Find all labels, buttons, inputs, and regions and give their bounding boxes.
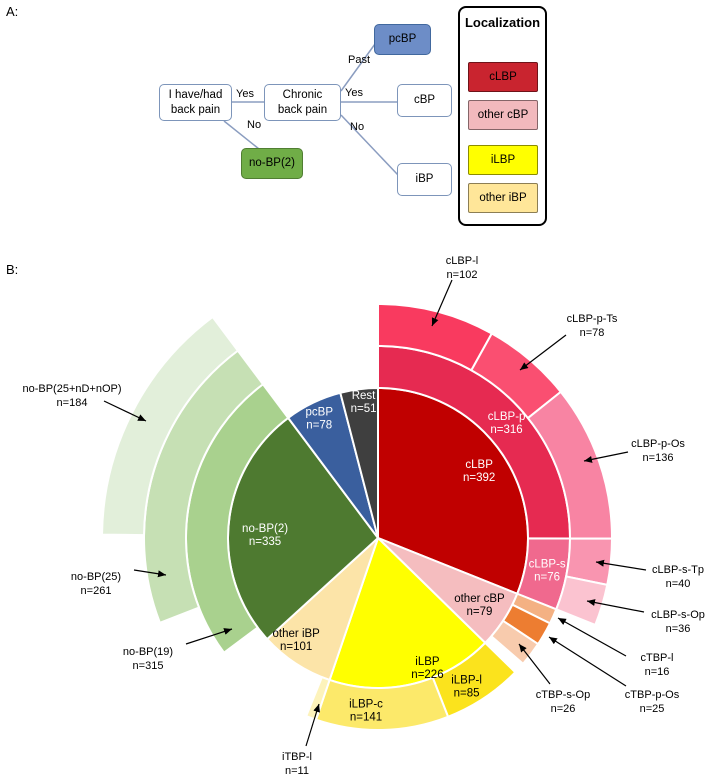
flowchart-connectors <box>223 43 399 176</box>
segment-label-no-bp2: n=335 <box>249 536 281 548</box>
flowchart-box-no-bp: no-BP(2) <box>241 148 303 179</box>
segment-label-other-cbp: other cBP <box>454 593 505 605</box>
callout-label-ctbp-p-os: n=25 <box>640 703 665 715</box>
callout-label-clbp-p-ts: n=78 <box>580 327 605 339</box>
callout-arrow-no-bp25-nd-nop <box>103 400 147 422</box>
callout-label-clbp-s-op: n=36 <box>666 623 691 635</box>
callout-label-clbp-p-os: n=136 <box>643 452 674 464</box>
flowchart-box-have-back-pain: I have/had back pain <box>159 84 232 121</box>
segment-label-rest: n=51 <box>351 403 377 415</box>
segment-itbp-l <box>305 676 331 721</box>
callout-arrow-ctbp-s-op <box>518 643 551 685</box>
callout-label-clbp-s-op: cLBP-s-Op <box>651 609 705 621</box>
segment-label-clbp: n=392 <box>463 472 495 484</box>
segment-label-ilbp-c: n=141 <box>350 712 382 724</box>
segment-label-pcbp: n=78 <box>306 420 332 432</box>
segment-label-ilbp-l: n=85 <box>454 687 480 699</box>
panel-a: A: I have/had back pain Chronic back pai… <box>0 0 709 240</box>
segment-label-no-bp2: no-BP(2) <box>242 523 288 535</box>
callout-label-itbp-l: iTBP-l <box>282 751 312 763</box>
callout-arrow-no-bp25 <box>133 569 167 578</box>
segment-label-pcbp: pcBP <box>306 407 334 419</box>
segment-label-ilbp-c: iLBP-c <box>349 699 383 711</box>
callout-label-itbp-l: n=11 <box>285 765 309 777</box>
callout-arrow-itbp-l <box>305 703 320 747</box>
segment-label-other-ibp: n=101 <box>280 641 312 653</box>
callout-label-no-bp25: no-BP(25) <box>71 571 121 583</box>
legend-item-clbp: cLBP <box>468 62 538 92</box>
flowchart-box-pcbp: pcBP <box>374 24 431 55</box>
edge-label-no-1: No <box>247 119 262 131</box>
legend-title: Localization <box>464 15 541 30</box>
callout-arrow-no-bp19 <box>185 628 233 645</box>
edge-label-yes-2: Yes <box>345 87 363 99</box>
segment-label-ilbp: n=226 <box>411 669 443 681</box>
callout-label-no-bp19: no-BP(19) <box>123 646 173 658</box>
panel-b: B: cLBP n=392 other cBP n=79 iLBP n=226 other … <box>0 240 709 783</box>
callout-label-clbp-l: n=102 <box>447 269 478 281</box>
segment-label-other-cbp: n=79 <box>467 606 493 618</box>
panel-b-label: B: <box>6 262 19 277</box>
callout-arrow-clbp-p-os <box>583 451 629 463</box>
callout-arrow-clbp-s-tp <box>595 559 647 571</box>
callout-label-ctbp-s-op: n=26 <box>551 703 576 715</box>
segment-no-bp25-nd-nop <box>101 315 239 537</box>
callout-label-ctbp-l: n=16 <box>645 666 670 678</box>
callout-label-no-bp25-nd-nop: n=184 <box>57 397 88 409</box>
callout-label-no-bp19: n=315 <box>133 660 164 672</box>
callout-label-ctbp-p-os: cTBP-p-Os <box>625 689 680 701</box>
callout-arrow-clbp-l <box>431 279 453 327</box>
segment-label-other-ibp: other iBP <box>273 628 321 640</box>
segment-label-clbp-p: cLBP-p <box>488 411 526 423</box>
callout-label-ctbp-s-op: cTBP-s-Op <box>536 689 590 701</box>
callout-label-no-bp25-nd-nop: no-BP(25+nD+nOP) <box>22 383 121 395</box>
callout-arrow-ctbp-p-os <box>548 636 627 687</box>
segment-label-ilbp: iLBP <box>415 656 440 668</box>
connector-q2-pcbp <box>340 43 376 92</box>
legend-item-other-cbp: other cBP <box>468 100 538 130</box>
callout-label-no-bp25: n=261 <box>81 585 112 597</box>
callout-label-clbp-l: cLBP-l <box>446 255 478 267</box>
localization-legend: Localization cLBP other cBP iLBP other i… <box>458 6 547 226</box>
segment-label-ilbp-l: iLBP-l <box>451 674 482 686</box>
callout-label-clbp-p-os: cLBP-p-Os <box>631 438 685 450</box>
legend-item-other-ibp: other iBP <box>468 183 538 213</box>
edge-label-no-2: No <box>350 121 365 133</box>
segment-clbp-s-op <box>555 575 609 626</box>
flowchart-box-cbp: cBP <box>397 84 452 117</box>
legend-item-ilbp: iLBP <box>468 145 538 175</box>
segment-label-clbp-p: n=316 <box>490 424 522 436</box>
callout-label-clbp-s-tp: cLBP-s-Tp <box>652 564 704 576</box>
segment-label-clbp-s: cLBP-s <box>529 558 566 570</box>
callout-label-clbp-p-ts: cLBP-p-Ts <box>567 313 618 325</box>
callout-label-clbp-s-tp: n=40 <box>666 578 691 590</box>
callout-arrow-ctbp-l <box>557 617 627 657</box>
panel-a-label: A: <box>6 4 19 19</box>
flowchart-box-ibp: iBP <box>397 163 452 196</box>
edge-label-yes-1: Yes <box>236 88 254 100</box>
segment-label-rest: Rest <box>352 390 376 402</box>
segment-label-clbp-s: n=76 <box>534 571 560 583</box>
flowchart-box-chronic-back-pain: Chronic back pain <box>264 84 341 121</box>
edge-label-past: Past <box>348 54 371 66</box>
segment-label-clbp: cLBP <box>465 459 493 471</box>
callout-arrow-clbp-s-op <box>586 599 645 613</box>
callout-arrow-clbp-p-ts <box>519 334 567 371</box>
callout-label-ctbp-l: cTBP-l <box>641 652 674 664</box>
